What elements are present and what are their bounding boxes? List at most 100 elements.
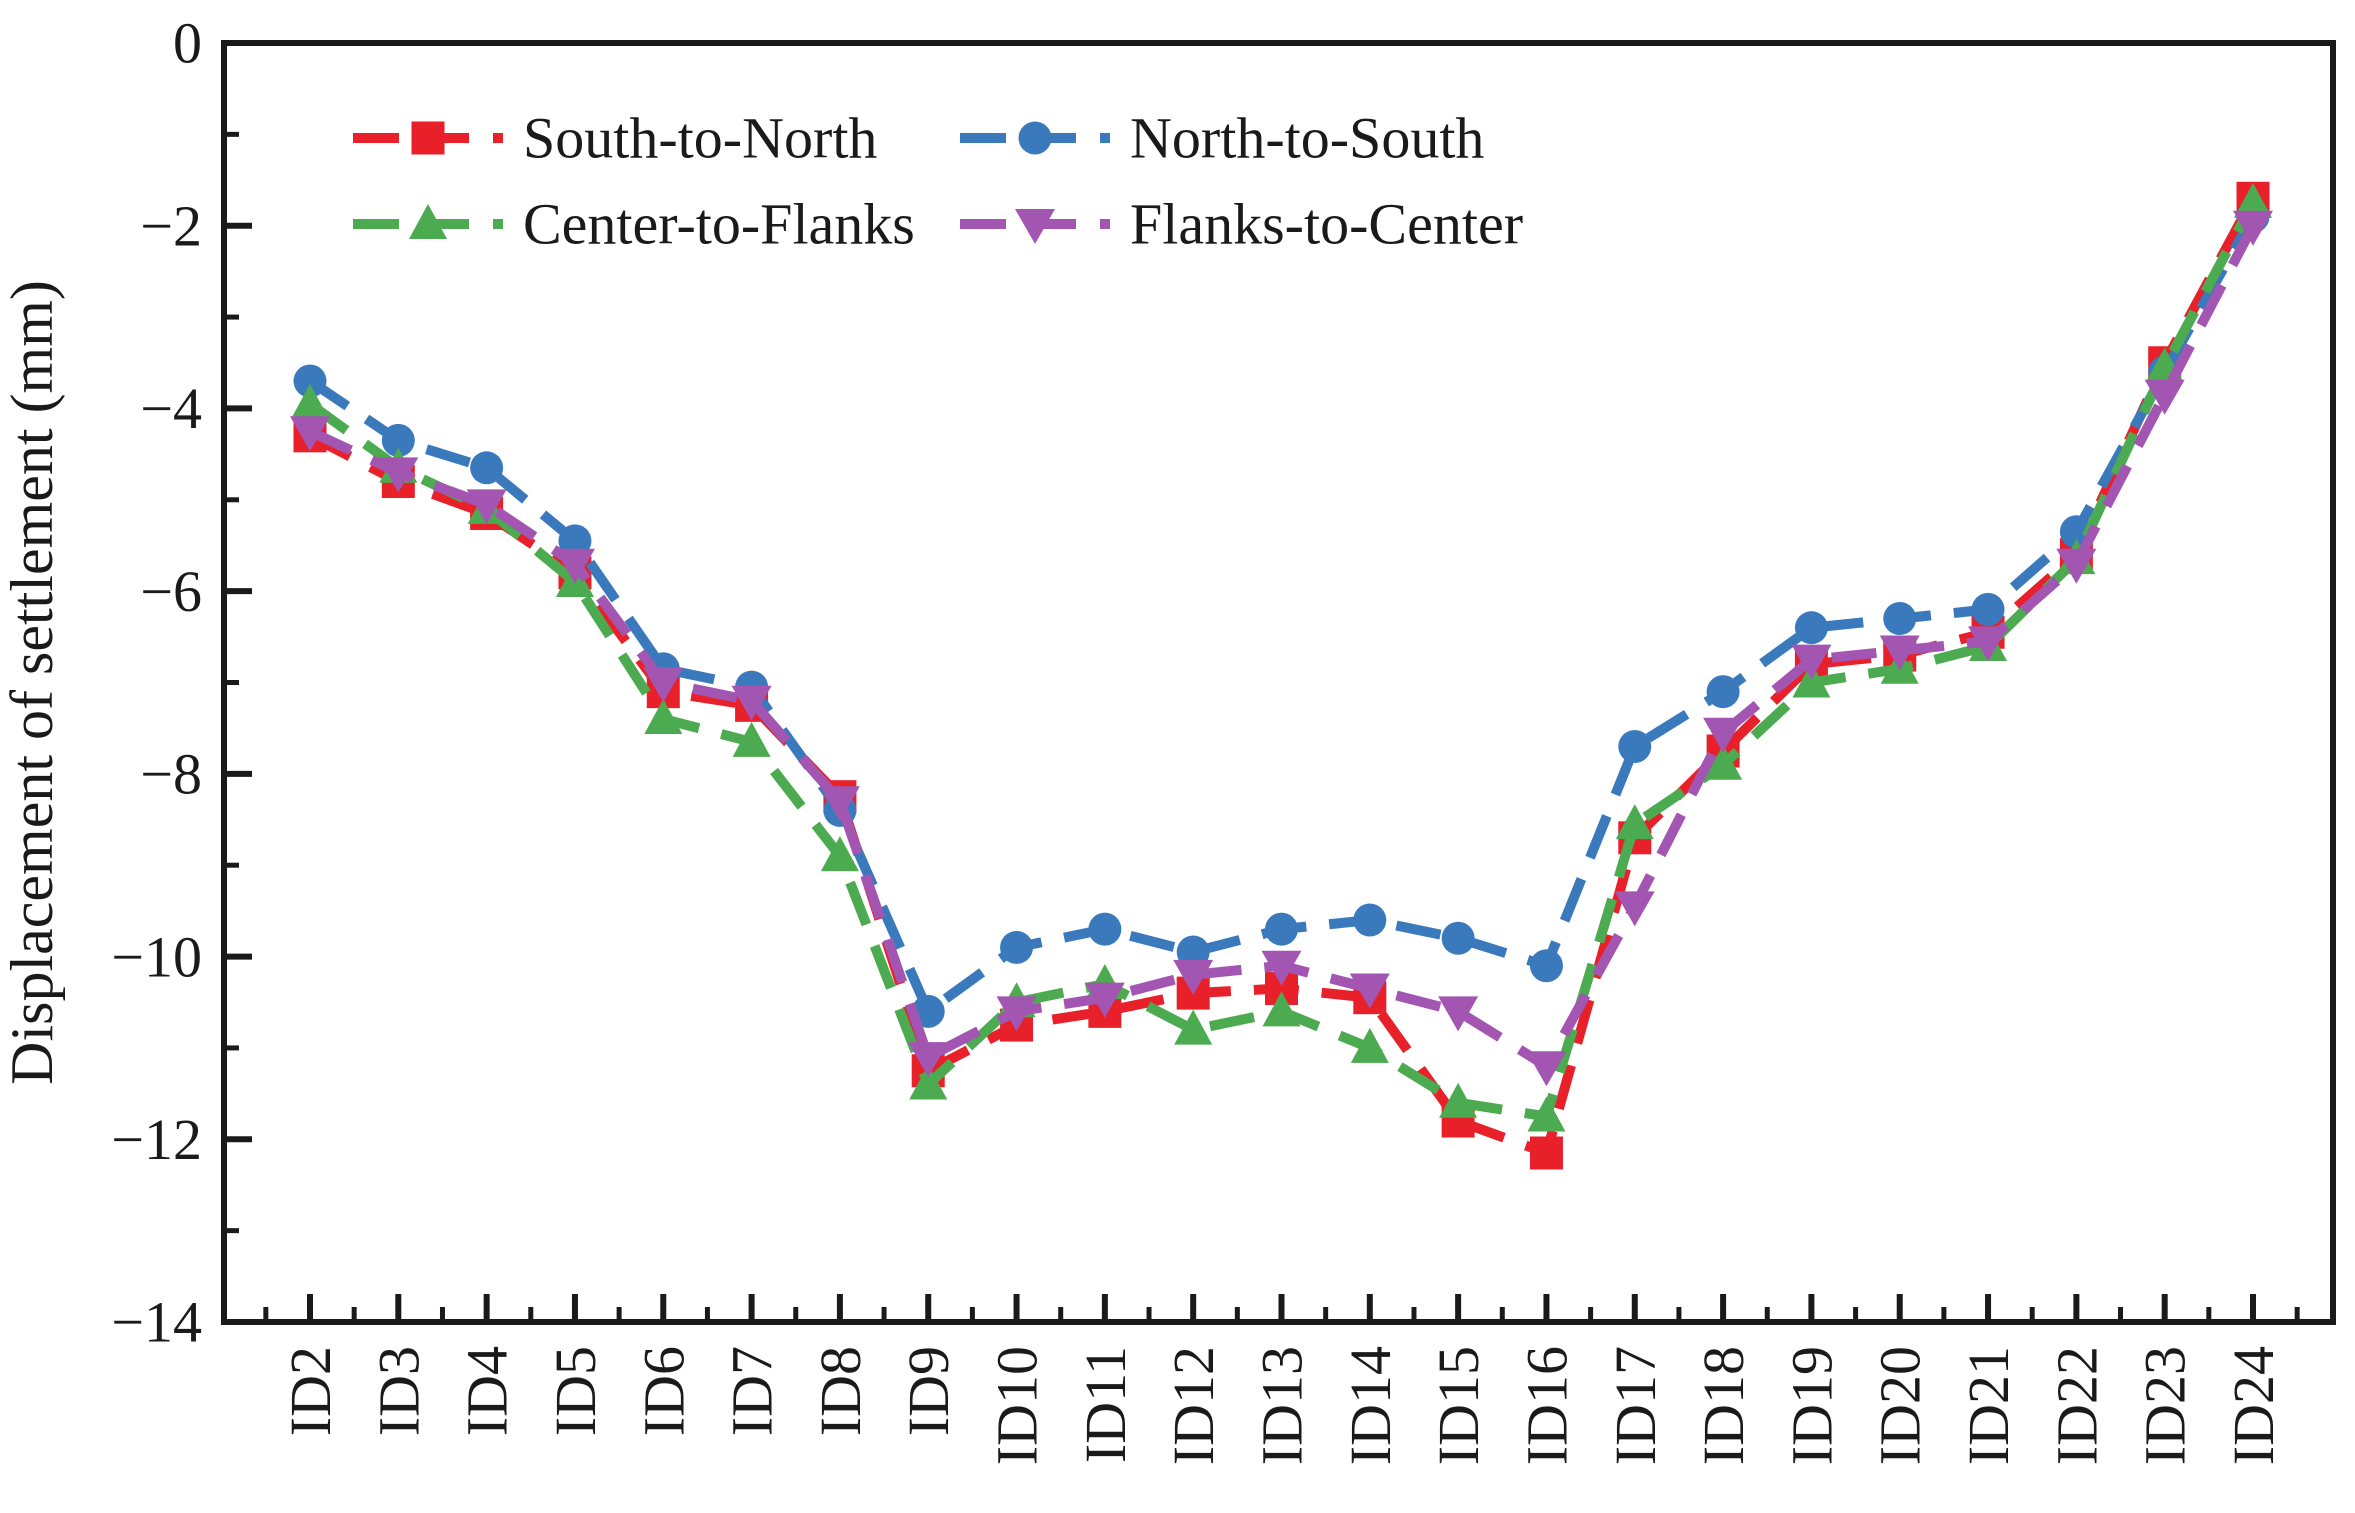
triangle-up-marker	[1262, 991, 1301, 1027]
y-tick-label: −2	[140, 193, 202, 258]
x-tick-label: ID11	[1073, 1346, 1138, 1463]
circle-marker	[470, 451, 504, 485]
x-tick-label: ID3	[366, 1346, 431, 1436]
legend-entry: Center-to-Flanks	[353, 192, 915, 257]
x-tick-label: ID21	[1956, 1346, 2021, 1465]
x-tick-label: ID20	[1868, 1346, 1933, 1465]
legend: South-to-North North-to-South Center-to-Fl…	[353, 106, 1523, 257]
legend-entry: North-to-South	[960, 106, 1484, 171]
x-tick-label: ID7	[720, 1346, 785, 1436]
triangle-down-marker	[996, 996, 1037, 1032]
square-marker	[1529, 1136, 1563, 1170]
triangle-down-marker	[1173, 959, 1214, 995]
legend-circle-icon	[1018, 121, 1052, 155]
triangle-up-marker	[291, 383, 329, 419]
triangle-down-marker	[1438, 996, 1479, 1032]
triangle-up-marker	[1174, 1009, 1213, 1045]
legend-label: Flanks-to-Center	[1130, 192, 1523, 257]
x-tick-label: ID5	[543, 1346, 608, 1436]
triangle-up-marker	[909, 1064, 948, 1100]
triangle-down-marker	[554, 548, 595, 584]
triangle-down-marker	[378, 457, 419, 493]
x-tick-label: ID12	[1161, 1346, 1226, 1465]
triangle-down-marker	[1084, 982, 1125, 1018]
circle-marker	[1265, 912, 1298, 946]
legend-entry: Flanks-to-Center	[960, 192, 1523, 257]
legend-label: South-to-North	[523, 106, 877, 171]
legend-entry: South-to-North	[353, 106, 877, 171]
y-tick-label: −14	[111, 1290, 202, 1355]
x-tick-label: ID22	[2044, 1346, 2109, 1465]
triangle-down-marker	[2233, 210, 2273, 246]
triangle-down-marker	[2056, 548, 2097, 584]
circle-marker	[1706, 675, 1740, 709]
x-tick-label: ID16	[1514, 1346, 1579, 1465]
circle-marker	[1441, 921, 1475, 955]
x-tick-label: ID2	[278, 1346, 343, 1436]
circle-marker	[1618, 729, 1652, 763]
triangle-down-marker	[819, 786, 860, 822]
y-axis-title: Displacement of settlement (mm)	[0, 280, 65, 1085]
legend-triangle-down-icon	[1015, 209, 1055, 244]
triangle-up-marker	[820, 836, 859, 872]
triangle-up-marker	[1615, 804, 1654, 840]
legend-triangle-up-icon	[409, 204, 447, 239]
triangle-up-marker	[1439, 1082, 1478, 1118]
y-axis: 0 −2 −4 −6 −8 −10 −12 −14	[111, 11, 252, 1355]
circle-marker	[1794, 611, 1828, 645]
legend-label: Center-to-Flanks	[523, 192, 915, 257]
triangle-up-marker	[644, 699, 683, 735]
circle-marker	[1529, 949, 1563, 983]
x-tick-label: ID8	[808, 1346, 873, 1436]
triangle-down-marker	[1968, 626, 2009, 662]
y-tick-label: −6	[140, 559, 202, 624]
triangle-down-marker	[731, 685, 772, 721]
legend-square-icon	[411, 121, 445, 155]
triangle-down-marker	[2144, 379, 2185, 415]
x-tick-label: ID24	[2221, 1346, 2286, 1465]
x-tick-label: ID19	[1779, 1346, 1844, 1465]
circle-marker	[381, 423, 415, 457]
x-tick-label: ID10	[985, 1346, 1050, 1465]
x-tick-label: ID23	[2133, 1346, 2198, 1465]
circle-marker	[293, 364, 327, 398]
x-tick-label: ID17	[1603, 1346, 1668, 1465]
x-tick-label: ID4	[455, 1346, 520, 1436]
triangle-up-marker	[2234, 182, 2272, 218]
circle-marker	[1353, 903, 1387, 937]
triangle-up-marker	[732, 721, 771, 757]
triangle-down-marker	[908, 1042, 949, 1078]
triangle-down-marker	[1349, 973, 1390, 1009]
triangle-down-marker	[1614, 891, 1655, 927]
triangle-up-marker	[1792, 662, 1831, 698]
series-center-to-flanks	[291, 182, 2272, 1132]
y-tick-label: −10	[111, 924, 202, 989]
triangle-down-marker	[466, 489, 507, 525]
triangle-down-marker	[643, 667, 684, 703]
x-tick-label: ID6	[631, 1346, 696, 1436]
triangle-down-marker	[1261, 950, 1302, 986]
triangle-up-marker	[1527, 1096, 1566, 1132]
triangle-down-marker	[290, 416, 330, 452]
x-tick-label: ID13	[1250, 1346, 1315, 1465]
y-tick-label: −8	[140, 742, 202, 807]
triangle-down-marker	[1703, 717, 1744, 753]
y-tick-label: 0	[173, 11, 202, 76]
triangle-down-marker	[1879, 635, 1920, 671]
triangle-up-marker	[1350, 1027, 1389, 1063]
x-tick-label: ID15	[1426, 1346, 1491, 1465]
triangle-down-marker	[1791, 644, 1832, 680]
y-tick-label: −12	[111, 1107, 202, 1172]
triangle-down-marker	[1526, 1051, 1567, 1087]
y-tick-label: −4	[140, 376, 202, 441]
series-flanks-to-center	[290, 210, 2273, 1087]
x-tick-label: ID14	[1338, 1346, 1403, 1465]
legend-label: North-to-South	[1130, 106, 1484, 171]
circle-marker	[1883, 602, 1917, 636]
circle-marker	[1000, 930, 1034, 964]
circle-marker	[1971, 592, 2005, 626]
circle-marker	[1088, 912, 1122, 946]
x-tick-label: ID9	[896, 1346, 961, 1436]
